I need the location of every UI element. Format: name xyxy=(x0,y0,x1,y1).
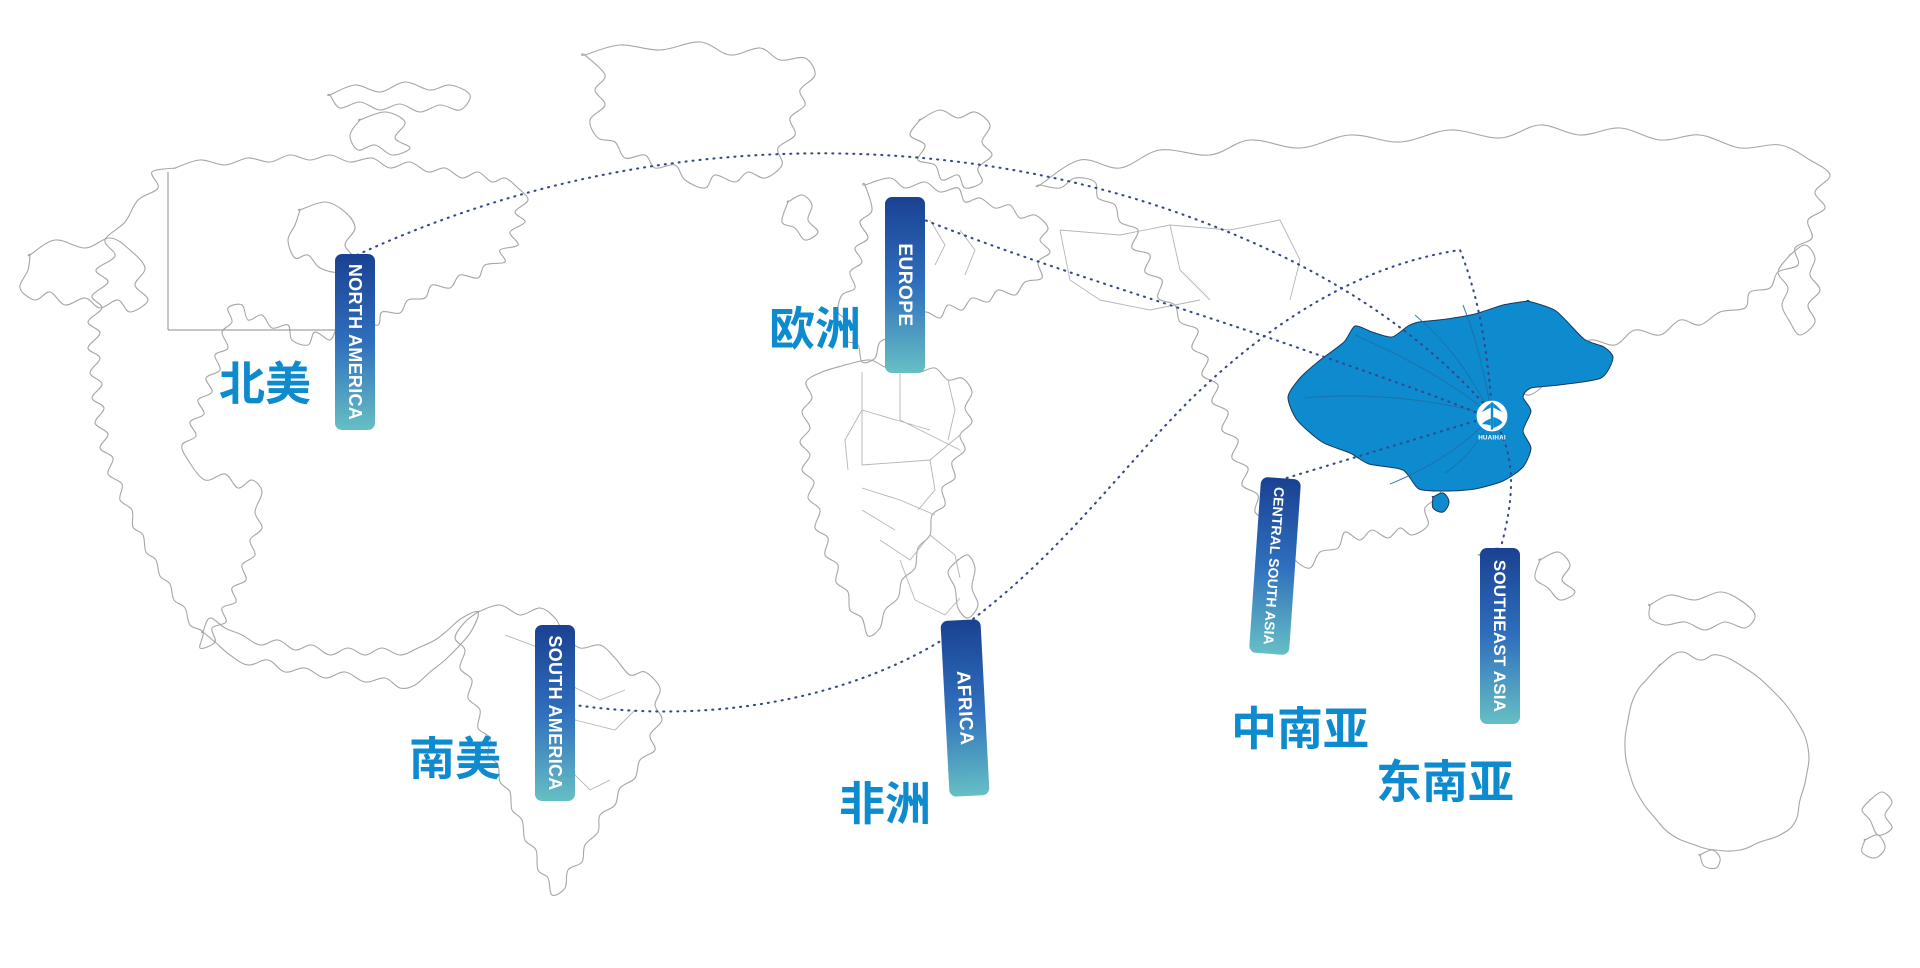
svg-text:非洲: 非洲 xyxy=(839,768,931,834)
svg-text:SOUTHEAST ASIA: SOUTHEAST ASIA xyxy=(1490,560,1509,712)
svg-text:欧洲: 欧洲 xyxy=(769,293,861,359)
svg-text:中南亚: 中南亚 xyxy=(1231,693,1369,759)
svg-text:EUROPE: EUROPE xyxy=(894,243,915,326)
svg-text:东南亚: 东南亚 xyxy=(1376,746,1514,812)
svg-text:南美: 南美 xyxy=(409,723,501,789)
svg-text:HUAIHAI: HUAIHAI xyxy=(1478,435,1506,442)
svg-text:NORTH AMERICA: NORTH AMERICA xyxy=(345,264,365,420)
svg-text:AFRICA: AFRICA xyxy=(952,670,977,746)
svg-text:北美: 北美 xyxy=(219,348,311,414)
svg-text:SOUTH AMERICA: SOUTH AMERICA xyxy=(545,635,565,790)
